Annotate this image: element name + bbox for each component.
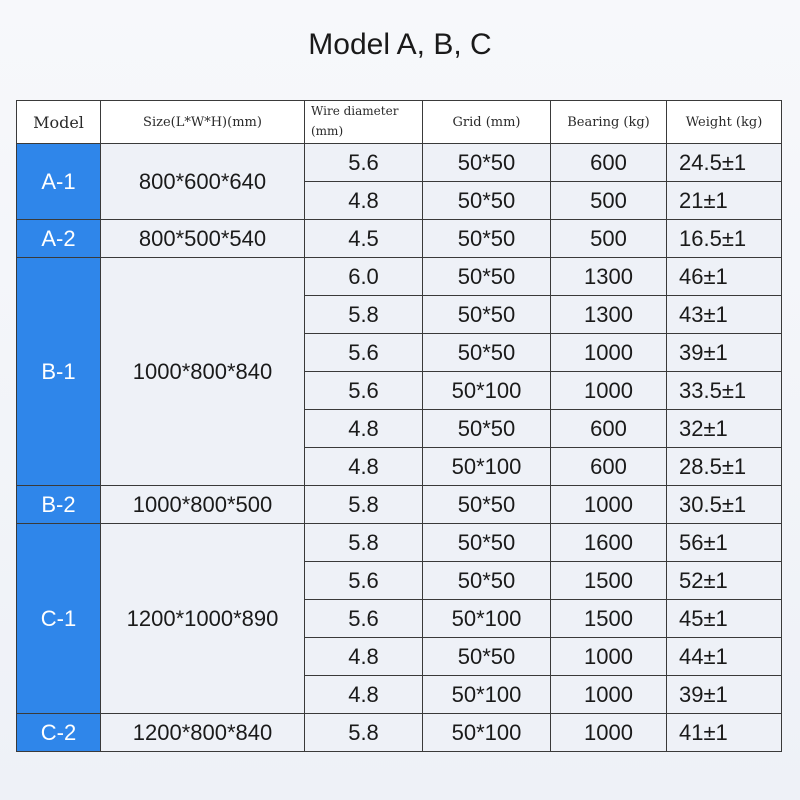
wire-diameter-cell: 5.6 bbox=[304, 143, 423, 182]
bearing-cell: 1000 bbox=[550, 485, 667, 524]
wire-diameter-cell: 5.8 bbox=[304, 485, 423, 524]
bearing-cell: 600 bbox=[550, 409, 667, 448]
model-cell: B-2 bbox=[16, 485, 101, 524]
table-row: 4.8 50*100 600 28.5±1 bbox=[17, 447, 782, 486]
table-row: 4.8 50*50 600 32±1 bbox=[17, 409, 782, 448]
bearing-cell: 1000 bbox=[550, 371, 667, 410]
weight-cell: 41±1 bbox=[666, 713, 782, 752]
table-row: B-2 1000*800*500 5.8 50*50 1000 30.5±1 bbox=[16, 485, 782, 524]
grid-cell: 50*100 bbox=[422, 371, 551, 410]
grid-cell: 50*50 bbox=[422, 409, 551, 448]
weight-cell: 33.5±1 bbox=[666, 371, 782, 410]
bearing-cell: 1500 bbox=[550, 599, 667, 638]
weight-cell: 46±1 bbox=[666, 257, 782, 296]
bearing-cell: 500 bbox=[550, 219, 667, 258]
table-row: 5.6 50*50 1000 39±1 bbox=[17, 333, 782, 372]
wire-diameter-cell: 4.8 bbox=[304, 409, 423, 448]
wire-diameter-cell: 5.8 bbox=[304, 523, 423, 562]
weight-cell: 52±1 bbox=[666, 561, 782, 600]
wire-diameter-cell: 4.8 bbox=[304, 675, 423, 714]
spec-table-body: A-1 800*600*640 5.6 50*50 600 24.5±1 4.8 50*50 5… bbox=[16, 143, 782, 752]
wire-diameter-cell: 4.8 bbox=[304, 447, 423, 486]
model-cell: C-2 bbox=[16, 713, 101, 752]
wire-diameter-cell: 5.8 bbox=[304, 713, 423, 752]
page-title: Model A, B, C bbox=[308, 28, 492, 61]
header-grid: Grid (mm) bbox=[422, 100, 551, 144]
table-row: B-1 1000*800*840 6.0 50*50 1300 46±1 bbox=[16, 257, 782, 486]
size-cell: 1000*800*840 bbox=[100, 257, 305, 486]
table-row: 5.6 50*100 1000 33.5±1 bbox=[17, 371, 782, 410]
grid-cell: 50*50 bbox=[422, 257, 551, 296]
bearing-cell: 1300 bbox=[550, 257, 667, 296]
weight-cell: 44±1 bbox=[666, 637, 782, 676]
grid-cell: 50*50 bbox=[422, 295, 551, 334]
size-cell: 1200*1000*890 bbox=[100, 523, 305, 714]
bearing-cell: 1000 bbox=[550, 637, 667, 676]
wire-diameter-cell: 4.8 bbox=[304, 637, 423, 676]
model-cell: B-1 bbox=[16, 257, 101, 486]
grid-cell: 50*50 bbox=[422, 333, 551, 372]
model-cell: A-1 bbox=[16, 143, 101, 220]
table-row: C-1 1200*1000*890 5.8 50*50 1600 56±1 bbox=[16, 523, 782, 714]
table-row: A-1 800*600*640 5.6 50*50 600 24.5±1 bbox=[16, 143, 782, 220]
wire-diameter-cell: 5.6 bbox=[304, 561, 423, 600]
grid-cell: 50*50 bbox=[422, 485, 551, 524]
grid-cell: 50*100 bbox=[422, 599, 551, 638]
bearing-cell: 500 bbox=[550, 181, 667, 220]
bearing-cell: 1500 bbox=[550, 561, 667, 600]
spec-table: Model Size(L*W*H)(mm) Wire diameter (mm)… bbox=[16, 100, 782, 752]
weight-cell: 45±1 bbox=[666, 599, 782, 638]
size-cell: 1000*800*500 bbox=[100, 485, 305, 524]
weight-cell: 56±1 bbox=[666, 523, 782, 562]
table-row: 4.8 50*100 1000 39±1 bbox=[17, 675, 782, 714]
bearing-cell: 600 bbox=[550, 143, 667, 182]
grid-cell: 50*100 bbox=[422, 675, 551, 714]
weight-cell: 43±1 bbox=[666, 295, 782, 334]
weight-cell: 32±1 bbox=[666, 409, 782, 448]
weight-cell: 16.5±1 bbox=[666, 219, 782, 258]
grid-cell: 50*50 bbox=[422, 561, 551, 600]
wire-diameter-cell: 5.6 bbox=[304, 371, 423, 410]
size-cell: 800*600*640 bbox=[100, 143, 305, 220]
wire-diameter-cell: 4.8 bbox=[304, 181, 423, 220]
header-size: Size(L*W*H)(mm) bbox=[100, 100, 305, 144]
bearing-cell: 1000 bbox=[550, 333, 667, 372]
bearing-cell: 1300 bbox=[550, 295, 667, 334]
weight-cell: 28.5±1 bbox=[666, 447, 782, 486]
table-row: C-2 1200*800*840 5.8 50*100 1000 41±1 bbox=[16, 713, 782, 752]
model-cell: A-2 bbox=[16, 219, 101, 258]
grid-cell: 50*100 bbox=[422, 713, 551, 752]
grid-cell: 50*50 bbox=[422, 523, 551, 562]
wire-diameter-cell: 5.8 bbox=[304, 295, 423, 334]
header-weight: Weight (kg) bbox=[666, 100, 782, 144]
size-cell: 800*500*540 bbox=[100, 219, 305, 258]
weight-cell: 30.5±1 bbox=[666, 485, 782, 524]
grid-cell: 50*50 bbox=[422, 219, 551, 258]
wire-diameter-cell: 5.6 bbox=[304, 599, 423, 638]
wire-diameter-cell: 5.6 bbox=[304, 333, 423, 372]
bearing-cell: 600 bbox=[550, 447, 667, 486]
model-cell: C-1 bbox=[16, 523, 101, 714]
header-bearing: Bearing (kg) bbox=[550, 100, 667, 144]
grid-cell: 50*50 bbox=[422, 143, 551, 182]
bearing-cell: 1600 bbox=[550, 523, 667, 562]
table-row: 4.8 50*50 1000 44±1 bbox=[17, 637, 782, 676]
wire-diameter-cell: 6.0 bbox=[304, 257, 423, 296]
grid-cell: 50*50 bbox=[422, 637, 551, 676]
header-row: Model Size(L*W*H)(mm) Wire diameter (mm)… bbox=[16, 100, 782, 144]
grid-cell: 50*50 bbox=[422, 181, 551, 220]
wire-diameter-cell: 4.5 bbox=[304, 219, 423, 258]
weight-cell: 24.5±1 bbox=[666, 143, 782, 182]
header-model: Model bbox=[16, 100, 101, 144]
grid-cell: 50*100 bbox=[422, 447, 551, 486]
size-cell: 1200*800*840 bbox=[100, 713, 305, 752]
table-row: A-2 800*500*540 4.5 50*50 500 16.5±1 bbox=[16, 219, 782, 258]
bearing-cell: 1000 bbox=[550, 713, 667, 752]
weight-cell: 39±1 bbox=[666, 333, 782, 372]
bearing-cell: 1000 bbox=[550, 675, 667, 714]
table-row: 5.6 50*50 1500 52±1 bbox=[17, 561, 782, 600]
weight-cell: 39±1 bbox=[666, 675, 782, 714]
header-wire-diameter: Wire diameter (mm) bbox=[304, 100, 423, 144]
weight-cell: 21±1 bbox=[666, 181, 782, 220]
